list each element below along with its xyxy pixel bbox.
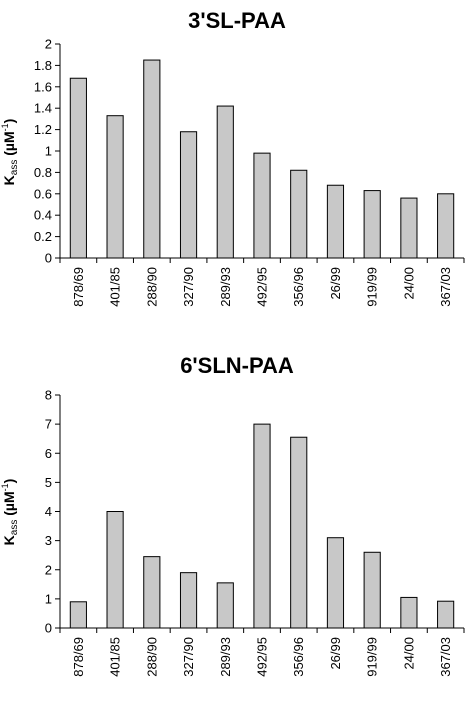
bar-919-99 bbox=[363, 551, 381, 629]
bar-289-93 bbox=[216, 105, 234, 259]
y-axis-label: Kass (µM-1) bbox=[0, 119, 20, 186]
bar-878-69 bbox=[69, 77, 87, 259]
x-category-label: 492/95 bbox=[255, 637, 270, 677]
y-tick-label: 0 bbox=[45, 251, 52, 266]
x-category-label: 878/69 bbox=[71, 637, 86, 677]
y-label-close: ) bbox=[1, 119, 17, 124]
y-label-sup: -1 bbox=[0, 123, 10, 131]
bar-492-95 bbox=[253, 423, 271, 629]
y-tick-label: 1.8 bbox=[34, 58, 52, 73]
bar-367-03 bbox=[437, 193, 455, 259]
x-category-label: 919/99 bbox=[365, 637, 380, 677]
y-tick-label: 0.2 bbox=[34, 229, 52, 244]
bar-919-99 bbox=[363, 190, 381, 259]
bar-327-90 bbox=[179, 572, 198, 629]
y-tick-label: 8 bbox=[45, 388, 52, 403]
y-tick-label: 1 bbox=[45, 144, 52, 159]
x-category-label: 367/03 bbox=[438, 637, 453, 677]
y-label-sup: -1 bbox=[0, 483, 10, 491]
y-label-unit: (µM bbox=[1, 131, 17, 159]
chart-title: 3'SL-PAA bbox=[188, 8, 286, 33]
y-tick-label: 0 bbox=[45, 621, 52, 636]
y-tick-label: 7 bbox=[45, 417, 52, 432]
svg-text:Kass (µM-1): Kass (µM-1) bbox=[0, 479, 20, 546]
x-category-label: 878/69 bbox=[71, 267, 86, 307]
x-category-label: 401/85 bbox=[108, 637, 123, 677]
bar-288-90 bbox=[143, 59, 161, 259]
x-category-label: 492/95 bbox=[255, 267, 270, 307]
bar-289-93 bbox=[216, 582, 234, 629]
bar-492-95 bbox=[253, 152, 271, 259]
y-label-main: K bbox=[1, 535, 17, 545]
y-label-sub: ass bbox=[9, 520, 20, 536]
chart-title: 6'SLN-PAA bbox=[180, 353, 294, 378]
x-category-label: 24/00 bbox=[401, 637, 416, 670]
plot-area: 0 0.2 0.4 0.6 0.8 1 1.2 1.4 1.6 1.8 2 878/69 401/85 2… bbox=[34, 37, 465, 307]
y-tick-label: 1.6 bbox=[34, 79, 52, 94]
chart-3sl-paa: 3'SL-PAA Kass (µM-1) 0 0.2 0.4 0.6 0.8 1 1.2 1.… bbox=[0, 8, 465, 307]
x-category-label: 288/90 bbox=[144, 637, 159, 677]
x-category-label: 356/96 bbox=[291, 267, 306, 307]
y-tick-label: 5 bbox=[45, 475, 52, 490]
bar-288-90 bbox=[143, 556, 161, 629]
x-category-label: 26/99 bbox=[328, 267, 343, 300]
chart-6sln-paa: 6'SLN-PAA Kass (µM-1) 0 1 2 3 4 5 6 7 8 878/69 401… bbox=[0, 353, 465, 677]
bar-327-90 bbox=[179, 131, 198, 259]
y-tick-label: 0.6 bbox=[34, 186, 52, 201]
y-tick-label: 2 bbox=[45, 562, 52, 577]
bar-356-96 bbox=[290, 436, 308, 629]
x-category-label: 289/93 bbox=[218, 637, 233, 677]
x-category-label: 289/93 bbox=[218, 267, 233, 307]
x-category-label: 288/90 bbox=[144, 267, 159, 307]
y-tick-label: 3 bbox=[45, 533, 52, 548]
y-tick-label: 2 bbox=[45, 37, 52, 52]
bar-24-00 bbox=[400, 596, 418, 629]
y-axis-label: Kass (µM-1) bbox=[0, 479, 20, 546]
x-category-label: 24/00 bbox=[401, 267, 416, 300]
bar-878-69 bbox=[69, 601, 87, 629]
y-tick-label: 6 bbox=[45, 446, 52, 461]
y-label-close: ) bbox=[1, 479, 17, 484]
bar-367-03 bbox=[437, 600, 455, 629]
y-label-unit: (µM bbox=[1, 491, 17, 519]
bar-24-00 bbox=[400, 197, 418, 259]
bar-356-96 bbox=[290, 169, 308, 259]
y-tick-label: 0.4 bbox=[34, 208, 52, 223]
x-category-label: 401/85 bbox=[108, 267, 123, 307]
x-category-label: 327/90 bbox=[181, 267, 196, 307]
bar-401-85 bbox=[106, 115, 124, 259]
x-category-label: 367/03 bbox=[438, 267, 453, 307]
bar-26-99 bbox=[326, 537, 345, 629]
svg-text:Kass (µM-1): Kass (µM-1) bbox=[0, 119, 20, 186]
x-category-label: 327/90 bbox=[181, 637, 196, 677]
y-tick-label: 4 bbox=[45, 504, 52, 519]
y-label-main: K bbox=[1, 175, 17, 185]
x-category-label: 26/99 bbox=[328, 637, 343, 670]
x-category-label: 919/99 bbox=[365, 267, 380, 307]
y-tick-label: 1 bbox=[45, 591, 52, 606]
bar-401-85 bbox=[106, 511, 124, 629]
y-tick-label: 1.2 bbox=[34, 122, 52, 137]
y-tick-label: 0.8 bbox=[34, 165, 52, 180]
x-category-label: 356/96 bbox=[291, 637, 306, 677]
bar-26-99 bbox=[326, 184, 345, 259]
plot-area: 0 1 2 3 4 5 6 7 8 878/69 401/85 288/90 327/90 289/93 4… bbox=[45, 388, 465, 677]
y-label-sub: ass bbox=[9, 160, 20, 176]
y-tick-label: 1.4 bbox=[34, 101, 52, 116]
